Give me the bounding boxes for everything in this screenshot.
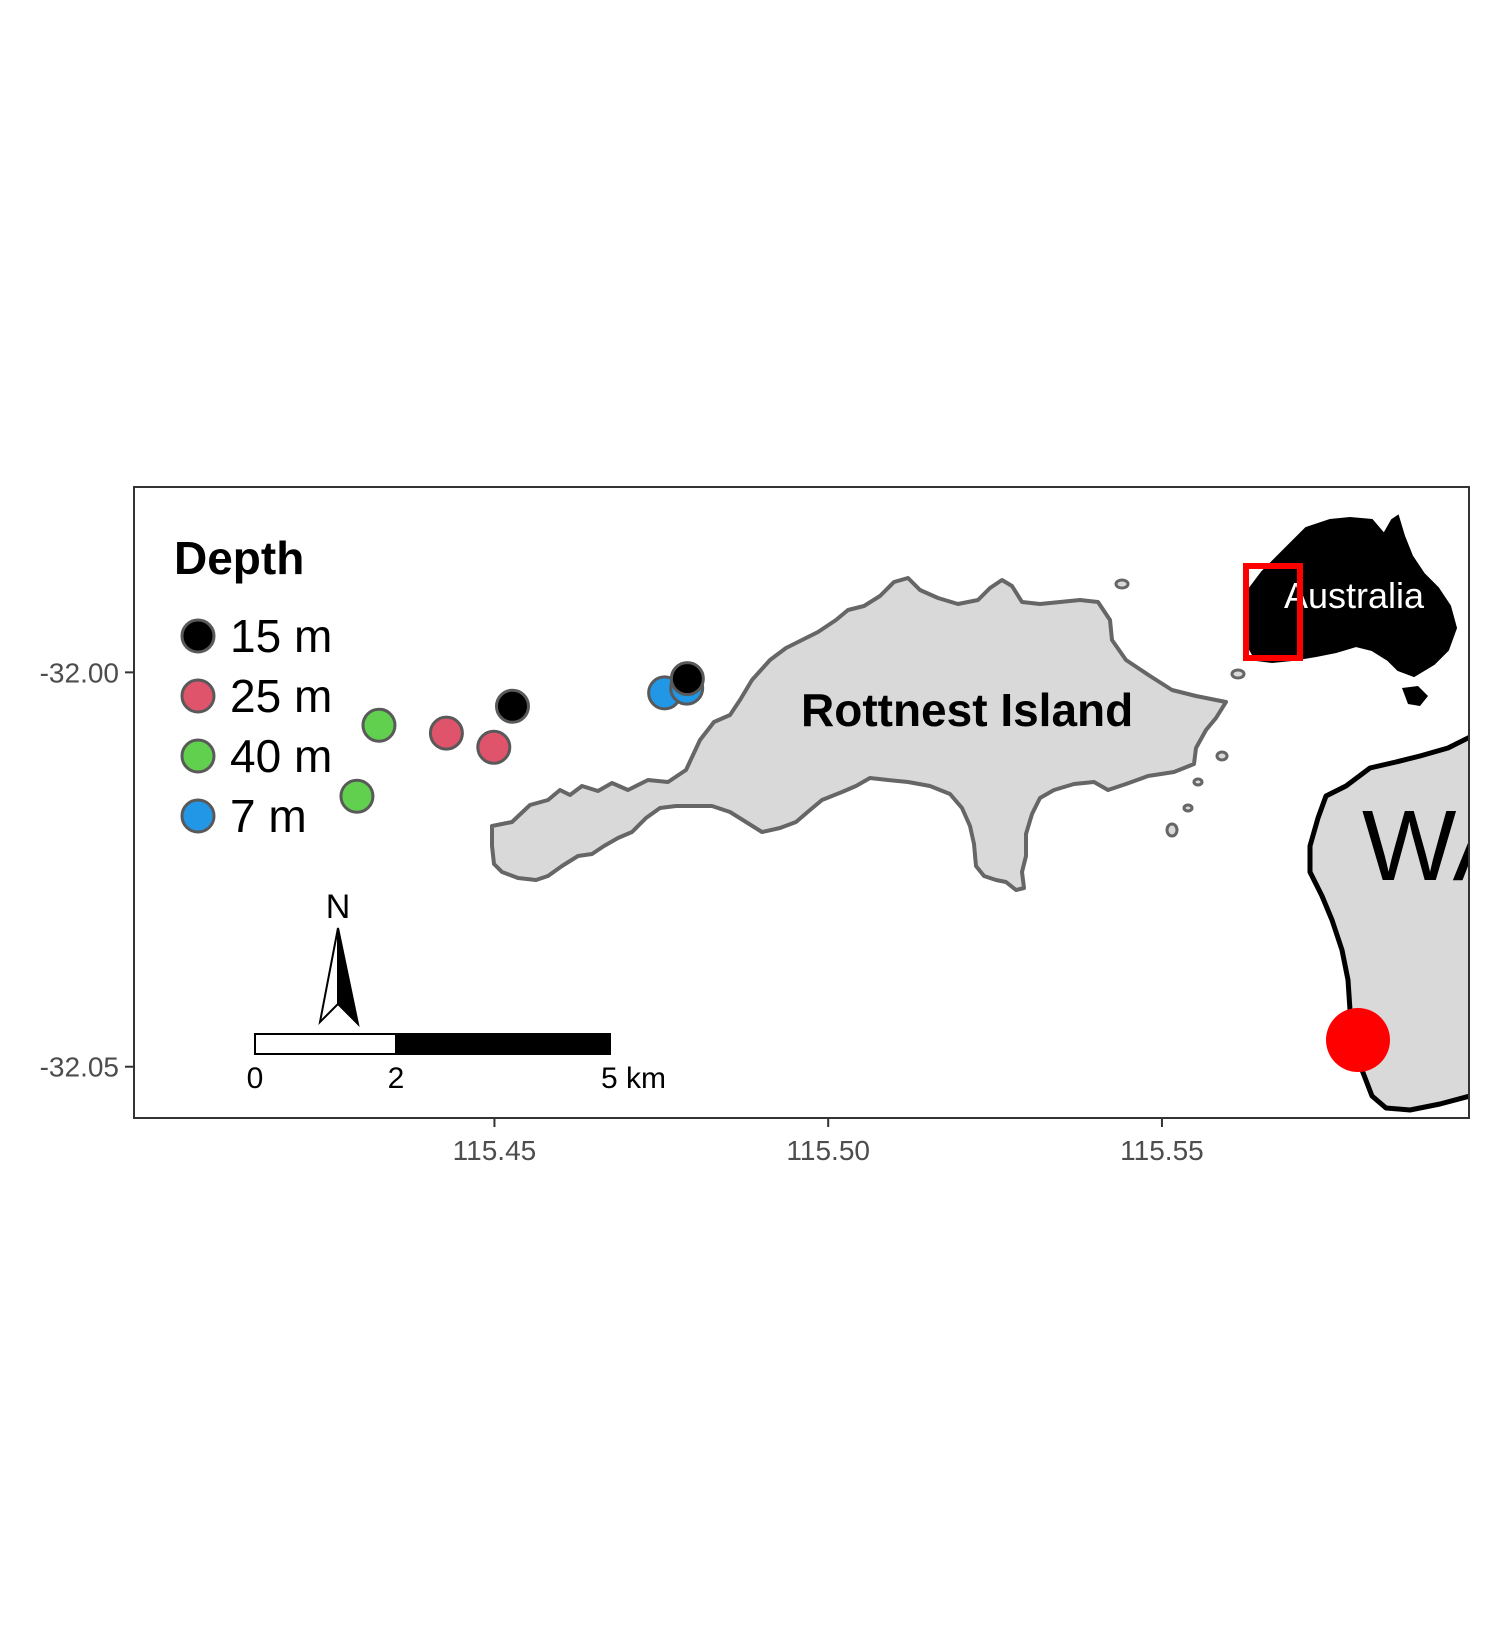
island-label: Rottnest Island (801, 684, 1133, 736)
y-tick-label: -32.00 (40, 657, 119, 688)
y-tick-label: -32.05 (40, 1052, 119, 1083)
sample-point (476, 729, 512, 765)
inset-extent-box (1243, 563, 1303, 661)
scale-bar-white-segment (254, 1033, 397, 1055)
rock-islet (1165, 822, 1179, 838)
sample-point (428, 715, 464, 751)
legend-key (180, 798, 216, 834)
rock-islet (1192, 777, 1204, 787)
x-tick-label: 115.55 (1120, 1135, 1204, 1166)
legend-label: 7 m (230, 790, 307, 842)
wa-label: WA (1362, 790, 1500, 902)
legend-title: Depth (174, 532, 304, 584)
tasmania-shape (1402, 686, 1428, 706)
australia-label: Australia (1284, 575, 1425, 616)
axes: 115.45 115.50 115.55 -32.00 -32.05 (40, 657, 1204, 1166)
north-label: N (326, 888, 351, 926)
legend-key (180, 678, 216, 714)
x-tick-label: 115.45 (453, 1135, 537, 1166)
sample-point (669, 661, 705, 697)
legend: Depth 15 m 25 m 40 m 7 m (174, 532, 332, 842)
rock-islet (1215, 750, 1229, 762)
legend-label: 40 m (230, 730, 332, 782)
scale-tick-label: 2 (388, 1062, 405, 1095)
western-australia-shape (1307, 734, 1469, 1113)
north-arrow-right-half (337, 927, 360, 1028)
sample-point (494, 688, 530, 724)
north-arrow: N (318, 888, 360, 1028)
rottnest-island-shape (490, 576, 1228, 892)
scale-tick-label: 5 km (601, 1062, 666, 1095)
scale-bar: 0 2 5 km (247, 1033, 666, 1095)
x-tick-label: 115.50 (786, 1135, 870, 1166)
legend-label: 25 m (230, 670, 332, 722)
study-site-marker (1326, 1008, 1390, 1072)
rock-islet (1182, 803, 1194, 813)
legend-key (180, 618, 216, 654)
sample-points (339, 661, 705, 814)
scale-bar-black-segment (395, 1033, 611, 1055)
sample-point (361, 707, 397, 743)
sample-point (339, 778, 375, 814)
legend-key (180, 738, 216, 774)
legend-label: 15 m (230, 610, 332, 662)
plot-panel-border (133, 486, 1470, 1119)
scale-tick-label: 0 (247, 1062, 264, 1095)
rock-islet (1230, 668, 1246, 680)
rock-islet (1114, 578, 1130, 590)
